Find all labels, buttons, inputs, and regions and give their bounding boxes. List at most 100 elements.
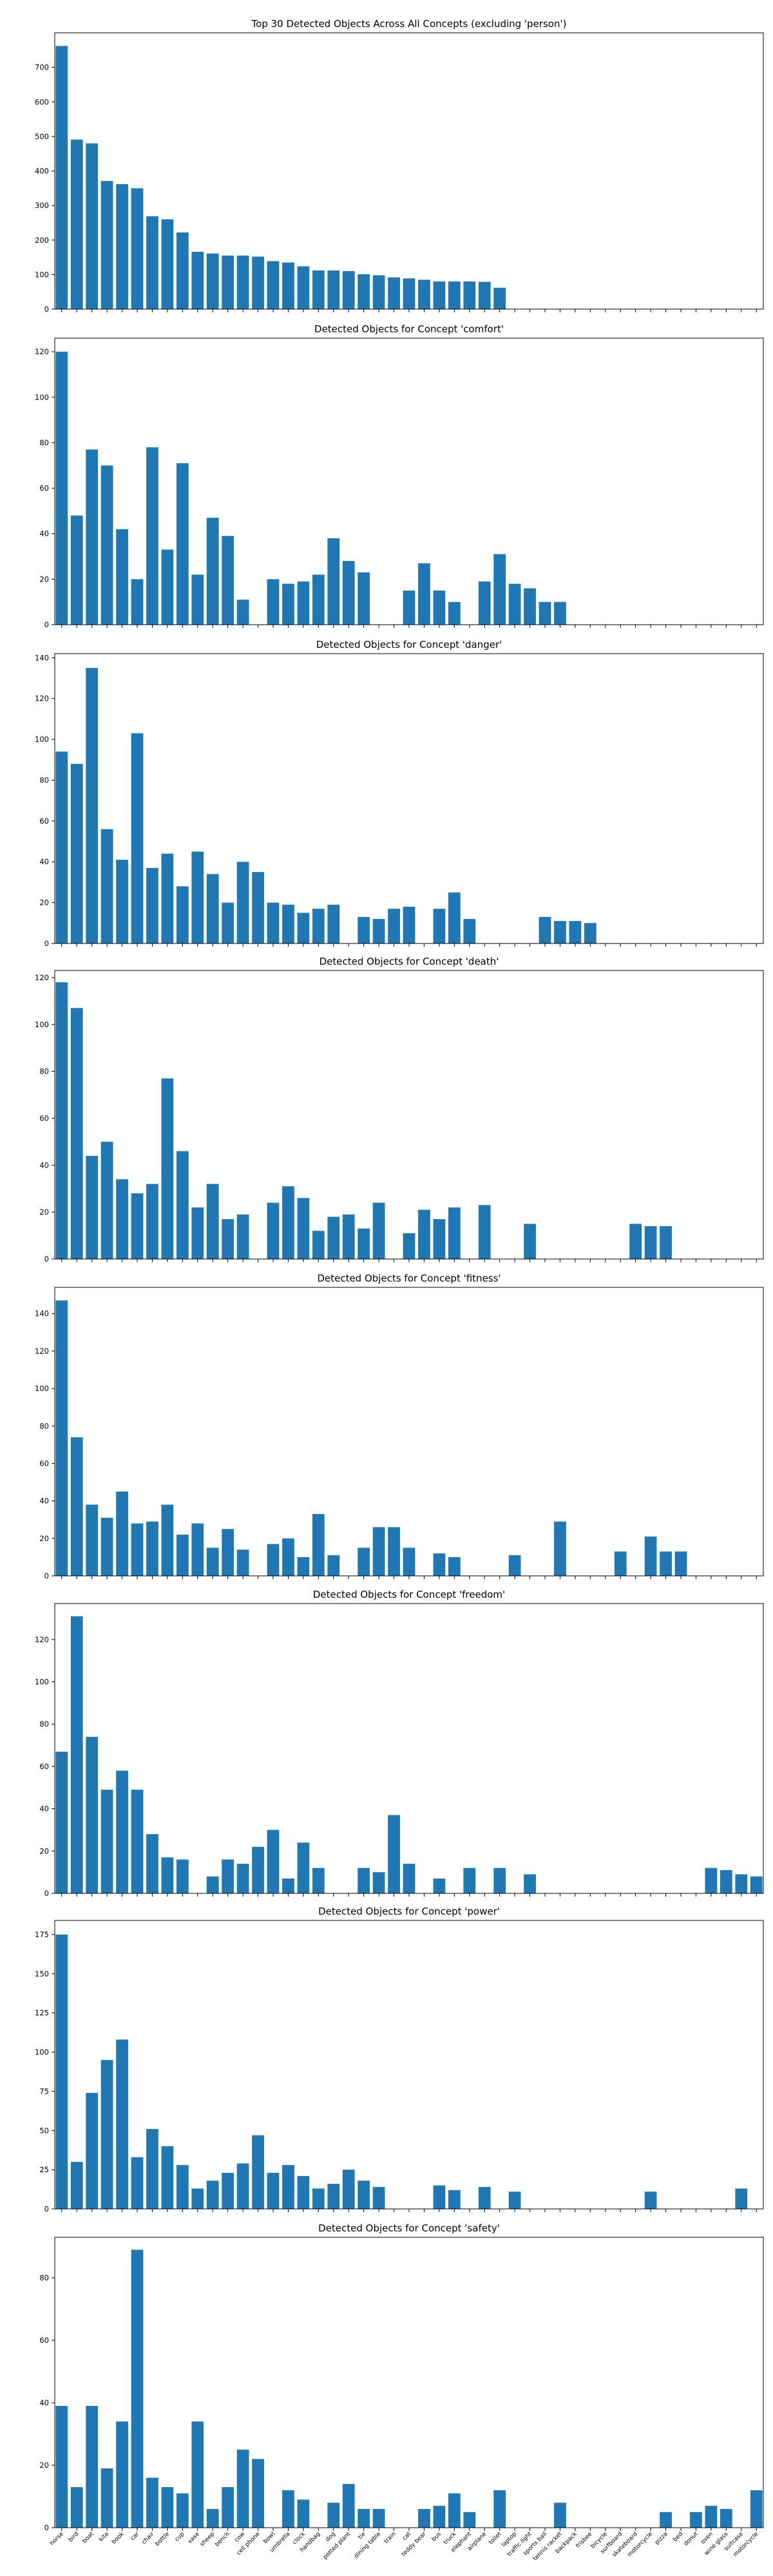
y-tick-label: 40 (39, 1160, 49, 1170)
bar (660, 1226, 672, 1259)
chart-title: Detected Objects for Concept 'death' (320, 956, 499, 967)
bar (297, 2499, 310, 2528)
y-tick-label: 20 (39, 1534, 49, 1543)
chart-panel: Detected Objects for Concept 'comfort' 0 2… (35, 323, 764, 629)
bar (131, 1790, 144, 1893)
bar (524, 1874, 536, 1893)
bar (206, 2181, 219, 2209)
bar (161, 2146, 174, 2209)
y-tick-label: 600 (35, 97, 49, 106)
y-tick-label: 140 (35, 653, 49, 662)
chart-title: Detected Objects for Concept 'fitness' (317, 1273, 501, 1284)
bar (297, 1198, 310, 1259)
bar (403, 1864, 415, 1893)
bar (236, 862, 249, 943)
x-tick-label: bird (68, 2531, 80, 2543)
bar (267, 2173, 280, 2209)
y-tick-label: 500 (35, 132, 49, 141)
bar (206, 518, 219, 625)
bar (282, 1186, 294, 1259)
bar (161, 219, 174, 309)
bar (131, 1193, 144, 1259)
bar (358, 572, 370, 625)
bar (750, 1876, 763, 1893)
chart-title: Top 30 Detected Objects Across All Conce… (251, 18, 567, 30)
bar (100, 181, 113, 309)
bar (55, 1934, 68, 2209)
bar (478, 2186, 491, 2209)
bar (70, 1008, 83, 1259)
bar (191, 2421, 204, 2528)
bar (478, 281, 491, 309)
bar (161, 1857, 174, 1893)
bar (161, 1078, 174, 1259)
bar (614, 1551, 627, 1576)
bar (55, 752, 68, 943)
axes-frame (54, 970, 764, 1260)
y-tick-label: 20 (39, 2461, 49, 2470)
bar (327, 2503, 340, 2528)
bar (508, 1555, 521, 1576)
y-tick-label: 120 (35, 973, 49, 982)
y-tick-label: 40 (39, 1804, 49, 1814)
y-tick-label: 60 (39, 1113, 49, 1122)
bar (282, 1538, 294, 1576)
bar (463, 281, 476, 309)
y-tick-label: 0 (44, 1571, 49, 1580)
x-tick-label: kite (98, 2531, 110, 2543)
y-tick-label: 80 (39, 1067, 49, 1076)
bar (146, 447, 158, 625)
bar (176, 232, 189, 309)
bar (146, 216, 158, 309)
y-tick-label: 100 (35, 270, 49, 279)
bar (222, 1219, 234, 1259)
bar (206, 1876, 219, 1893)
bar (448, 2190, 461, 2209)
y-tick-label: 40 (39, 529, 49, 538)
bar (342, 2170, 355, 2209)
y-tick-label: 0 (44, 2523, 49, 2532)
bar (116, 529, 128, 625)
bar (388, 909, 400, 943)
bar (418, 563, 430, 625)
bar (131, 733, 144, 943)
bar (146, 2128, 158, 2209)
bar (252, 2459, 264, 2528)
bar (161, 2486, 174, 2528)
bar (146, 1834, 158, 1893)
bar (146, 2477, 158, 2528)
bar (312, 270, 325, 309)
y-tick-label: 40 (39, 857, 49, 866)
y-tick-label: 100 (35, 2048, 49, 2057)
bar (55, 982, 68, 1259)
bar (508, 2192, 521, 2209)
bar (86, 143, 99, 309)
chart-panel: Detected Objects for Concept 'fitness' 0 2… (35, 1273, 764, 1580)
bar (252, 1846, 264, 1893)
bar (176, 1859, 189, 1893)
y-tick-label: 80 (39, 1421, 49, 1430)
bar (735, 2188, 748, 2209)
bar (327, 1217, 340, 1259)
y-tick-label: 20 (39, 574, 49, 583)
bar (372, 2508, 385, 2528)
bar (372, 275, 385, 309)
bar (358, 2508, 370, 2528)
bar (312, 574, 325, 625)
bar (448, 281, 461, 309)
y-tick-label: 20 (39, 1846, 49, 1855)
y-tick-label: 80 (39, 1719, 49, 1728)
bar (191, 251, 204, 309)
chart-title: Detected Objects for Concept 'safety' (318, 2222, 500, 2234)
x-tick-label: sheep (199, 2531, 216, 2548)
y-tick-label: 120 (35, 347, 49, 356)
bar (327, 1555, 340, 1576)
bar (312, 2188, 325, 2209)
bar (236, 2163, 249, 2209)
bar (342, 1214, 355, 1259)
axes-frame (54, 2237, 764, 2528)
x-tick-label: cow (234, 2531, 247, 2544)
chart-panel: Top 30 Detected Objects Across All Conce… (35, 18, 764, 314)
y-tick-label: 700 (35, 63, 49, 72)
x-tick-label: book (111, 2530, 126, 2545)
